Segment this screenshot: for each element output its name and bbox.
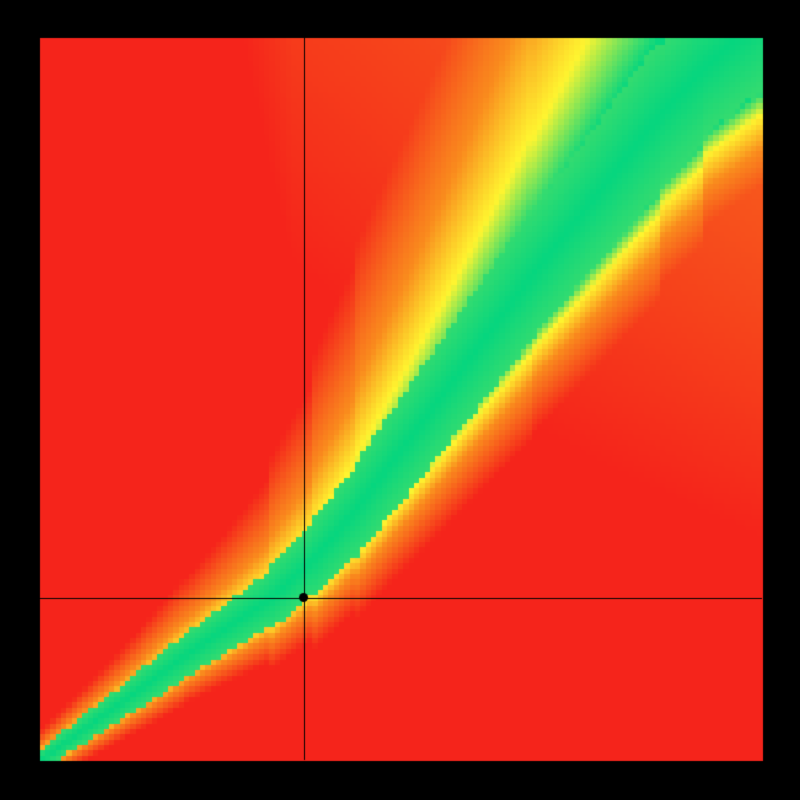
chart-container: TheBottleneck.com (0, 0, 800, 800)
heatmap-canvas (0, 0, 800, 800)
